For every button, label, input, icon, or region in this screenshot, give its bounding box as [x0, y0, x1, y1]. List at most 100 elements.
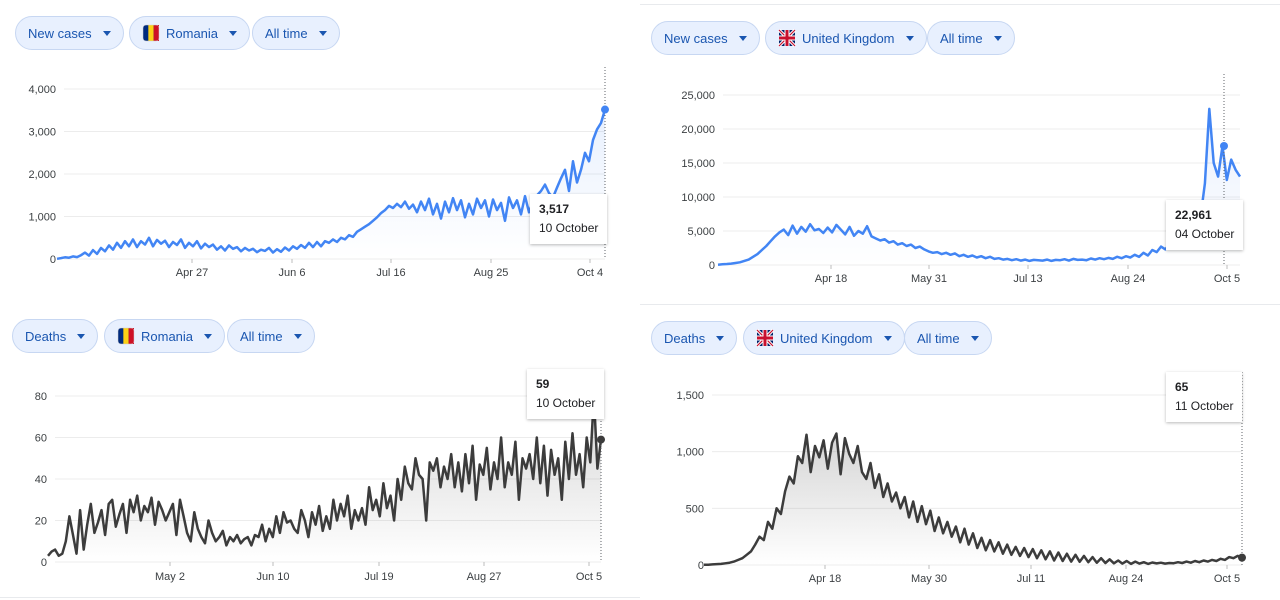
y-tick-label: 1,000: [676, 447, 704, 459]
metric-dropdown[interactable]: New cases: [651, 21, 760, 55]
metric-dropdown[interactable]: Deaths: [651, 321, 738, 355]
tooltip-value: 3,517: [539, 202, 570, 216]
range-dropdown[interactable]: All time: [252, 16, 340, 50]
uk-deaths-chart[interactable]: 0 500 1,000 1,500 Apr 18 May 30 Jul 11 Aug 24 Oc…: [640, 300, 1280, 600]
series-area: [57, 109, 605, 259]
hover-point: [1238, 553, 1246, 562]
y-tick-label: 0: [41, 557, 47, 569]
uk-flag-icon: [778, 29, 796, 47]
romania-flag-icon: [117, 327, 135, 345]
country-dropdown-label: Romania: [166, 25, 219, 41]
metric-dropdown[interactable]: Deaths: [12, 319, 99, 353]
x-tick-label: Jul 16: [376, 267, 405, 279]
range-dropdown-label: All time: [940, 30, 983, 46]
chevron-down-icon: [883, 335, 892, 341]
x-tick-label: Jun 10: [256, 571, 289, 583]
range-dropdown[interactable]: All time: [927, 21, 1015, 55]
chevron-down-icon: [318, 30, 327, 36]
x-tick-label: May 30: [911, 573, 947, 585]
series-line: [703, 432, 1243, 567]
y-tick-label: 25,000: [681, 90, 715, 102]
x-tick-label: May 31: [911, 273, 947, 285]
tooltip-date: 10 October: [539, 221, 599, 235]
uk-cases-panel: New cases United Kingdom All time 0 5,000…: [640, 0, 1280, 300]
y-tick-label: 10,000: [681, 192, 715, 204]
x-tick-label: Oct 5: [576, 571, 602, 583]
top-separator-right: [640, 4, 1280, 5]
tooltip-value: 65: [1175, 380, 1189, 394]
series-line: [47, 394, 603, 558]
country-dropdown-label: Romania: [141, 328, 194, 344]
chevron-down-icon: [716, 335, 725, 341]
tooltip-value: 22,961: [1175, 208, 1212, 222]
country-dropdown[interactable]: Romania: [129, 16, 251, 50]
y-tick-label: 60: [35, 433, 47, 445]
chevron-down-icon: [204, 333, 213, 339]
x-tick-label: Oct 5: [1214, 273, 1240, 285]
series-area: [704, 433, 1242, 565]
tooltip-date: 10 October: [536, 396, 596, 410]
country-dropdown[interactable]: United Kingdom: [765, 21, 927, 55]
y-tick-label: 20: [35, 516, 47, 528]
chevron-down-icon: [905, 35, 914, 41]
y-tick-label: 20,000: [681, 124, 715, 136]
metric-dropdown-label: New cases: [664, 30, 728, 46]
hover-point: [597, 435, 605, 444]
x-tick-label: Apr 27: [176, 267, 208, 279]
tooltip-value: 59: [536, 377, 550, 391]
chart-tooltip: 65 11 October: [1166, 372, 1243, 422]
range-dropdown[interactable]: All time: [227, 319, 315, 353]
hover-point: [601, 105, 609, 114]
country-dropdown[interactable]: Romania: [104, 319, 226, 353]
chevron-down-icon: [970, 335, 979, 341]
x-tick-label: Apr 18: [815, 273, 847, 285]
range-dropdown-label: All time: [265, 25, 308, 41]
x-tick-label: Aug 27: [467, 571, 502, 583]
series-area: [718, 108, 1240, 266]
chevron-down-icon: [993, 35, 1002, 41]
country-dropdown-label: United Kingdom: [780, 330, 873, 346]
y-tick-label: 0: [50, 254, 56, 266]
y-tick-label: 1,500: [676, 390, 704, 402]
y-tick-label: 1,000: [28, 212, 56, 224]
y-tick-label: 4,000: [28, 84, 56, 96]
chevron-down-icon: [77, 333, 86, 339]
chevron-down-icon: [293, 333, 302, 339]
metric-dropdown-label: New cases: [28, 25, 92, 41]
range-dropdown-label: All time: [917, 330, 960, 346]
chevron-down-icon: [102, 30, 111, 36]
x-tick-label: Jul 11: [1017, 573, 1046, 585]
x-tick-label: Apr 18: [809, 573, 841, 585]
y-tick-label: 5,000: [687, 226, 715, 238]
chart-tooltip: 3,517 10 October: [530, 194, 608, 244]
y-tick-label: 15,000: [681, 158, 715, 170]
romania-cases-chart[interactable]: 0 1,000 2,000 3,000 4,000 Apr 27 Jun 6 Jul 16 Au…: [0, 0, 640, 300]
x-tick-label: May 2: [155, 571, 185, 583]
uk-deaths-panel: Deaths United Kingdom All time 0 500 1,000…: [640, 300, 1280, 600]
romania-deaths-panel: Deaths Romania All time 0 20 40 60 80 May 2 Ju…: [0, 300, 640, 600]
y-tick-label: 500: [686, 503, 704, 515]
x-tick-label: Aug 25: [474, 267, 509, 279]
y-tick-label: 2,000: [28, 169, 56, 181]
x-tick-label: Jul 19: [364, 571, 393, 583]
metric-dropdown-label: Deaths: [25, 328, 67, 344]
country-dropdown-label: United Kingdom: [802, 30, 895, 46]
metric-dropdown-label: Deaths: [664, 330, 706, 346]
y-tick-label: 0: [709, 260, 715, 272]
bottom-separator-left: [0, 597, 640, 598]
range-dropdown-label: All time: [240, 328, 283, 344]
series-area: [48, 396, 601, 562]
y-tick-label: 80: [35, 391, 47, 403]
x-tick-label: Jun 6: [279, 267, 306, 279]
range-dropdown[interactable]: All time: [904, 321, 992, 355]
series-line: [717, 107, 1242, 266]
uk-cases-chart[interactable]: 0 5,000 10,000 15,000 20,000 25,000 Apr 18 May …: [640, 0, 1280, 300]
middle-separator-right: [640, 304, 1280, 305]
x-tick-label: Oct 5: [1214, 573, 1240, 585]
metric-dropdown[interactable]: New cases: [15, 16, 124, 50]
romania-deaths-chart[interactable]: 0 20 40 60 80 May 2 Jun 10 Jul 19 Aug 27 Oct 5: [0, 300, 640, 600]
tooltip-date: 11 October: [1175, 399, 1234, 413]
y-tick-label: 0: [698, 560, 704, 572]
romania-flag-icon: [142, 24, 160, 42]
country-dropdown[interactable]: United Kingdom: [743, 321, 905, 355]
